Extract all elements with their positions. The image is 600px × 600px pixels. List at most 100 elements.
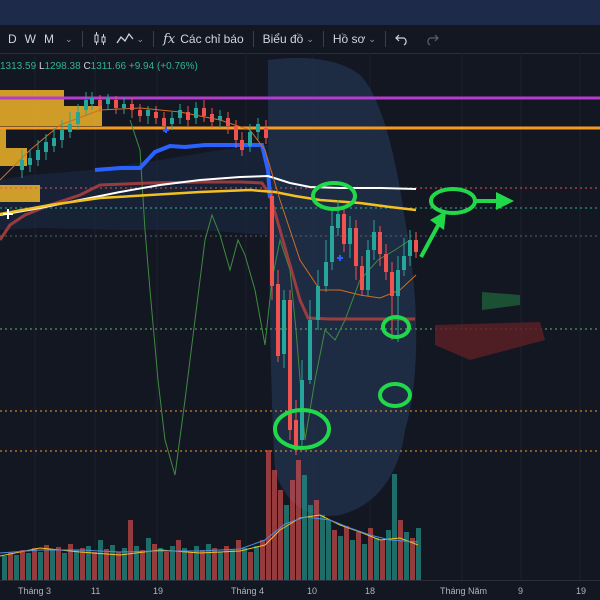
volume-bar (350, 540, 355, 580)
volume-bar (362, 544, 367, 580)
candle-body (68, 124, 72, 132)
volume-bar (158, 548, 163, 580)
price-candles (20, 92, 418, 455)
annotation-arrow-up-line (419, 219, 443, 258)
volume-bar (110, 545, 115, 580)
ohlc-open: 1313.59 (0, 61, 37, 72)
annotation-ellipse-bottom (273, 408, 331, 450)
volume-bar (134, 546, 139, 580)
volume-bar (344, 526, 349, 580)
candle-body (276, 284, 280, 356)
candle-body (390, 272, 394, 296)
candle-body (248, 132, 252, 146)
candle-body (366, 250, 370, 290)
volume-bar (200, 550, 205, 580)
candle-body (264, 128, 268, 138)
interval-week[interactable]: W (24, 32, 36, 46)
volume-bar (92, 552, 97, 580)
volume-bar (164, 552, 169, 580)
candle-body (288, 300, 292, 430)
volume-bar (260, 540, 265, 580)
volume-bar (218, 552, 223, 580)
volume-bar (38, 552, 43, 580)
volume-bar (380, 540, 385, 580)
candle-body (240, 140, 244, 150)
candle-body (218, 116, 222, 120)
candle-body (170, 118, 174, 124)
profile-menu-button[interactable]: Hồ sơ ⌄ (329, 25, 380, 53)
candle-body (154, 112, 158, 118)
volume-bar (224, 546, 229, 580)
line-compare-icon (116, 32, 134, 44)
candle-body (202, 108, 206, 116)
volume-bar (26, 553, 31, 580)
candle-body (60, 130, 64, 140)
interval-month[interactable]: M (44, 32, 54, 46)
volume-bar (104, 549, 109, 580)
volume-bar (272, 470, 277, 580)
time-axis[interactable]: Tháng 3 11 19 Tháng 4 10 18 Tháng Năm 9 … (0, 580, 600, 600)
ohlc-change: +9.94 (+0.76%) (128, 61, 198, 72)
annotation-ellipse-resistance (311, 181, 357, 211)
volume-bar (398, 520, 403, 580)
volume-bars (2, 450, 421, 580)
volume-bar (302, 475, 307, 580)
volume-bar (98, 540, 103, 580)
volume-bar (170, 546, 175, 580)
candle-body (210, 114, 214, 122)
volume-bar (152, 544, 157, 580)
function-icon: fx (163, 31, 176, 47)
candle-body (324, 262, 328, 286)
candle-body (28, 158, 32, 165)
analyst-arrowheads (430, 192, 514, 230)
volume-bar (44, 545, 49, 580)
volume-bar (278, 490, 283, 580)
time-axis-label: 18 (365, 586, 376, 596)
interval-day[interactable]: D (8, 32, 17, 46)
volume-bar (146, 538, 151, 580)
volume-bar (140, 550, 145, 580)
volume-bar (248, 552, 253, 580)
volume-bar (356, 532, 361, 580)
candle-body (270, 196, 274, 286)
time-axis-label: 10 (307, 586, 318, 596)
time-axis-label: Tháng 4 (231, 586, 265, 596)
ma-orange-thin (0, 107, 417, 299)
undo-button[interactable] (391, 25, 413, 53)
volume-bar (212, 548, 217, 580)
candle-body (342, 214, 346, 244)
volume-bar (374, 538, 379, 580)
profile-menu-label: Hồ sơ (332, 32, 366, 46)
indicators-label: Các chỉ báo (180, 32, 244, 46)
ma-blue (94, 143, 272, 199)
volume-bar (8, 552, 13, 580)
volume-bar (254, 546, 259, 580)
toolbar-divider (322, 31, 324, 47)
volume-bar (236, 540, 241, 580)
time-axis-label: Tháng 3 (18, 586, 52, 596)
compare-button[interactable]: ⌄ (112, 25, 149, 53)
volume-bar (68, 544, 73, 580)
volume-bar (242, 548, 247, 580)
signal-marker-blue (163, 127, 343, 261)
volume-bar (230, 550, 235, 580)
interval-dropdown[interactable]: ⌄ (58, 25, 77, 53)
toolbar-divider (252, 31, 254, 47)
time-axis-label: 11 (91, 586, 101, 596)
candle-body (408, 240, 412, 256)
candle-body (384, 254, 388, 272)
candle-body (178, 110, 182, 118)
arrow-right-head (496, 192, 514, 210)
candle-type-button[interactable] (88, 25, 112, 53)
price-chart[interactable] (0, 53, 600, 580)
toolbar-divider (81, 31, 83, 47)
volume-bar (368, 528, 373, 580)
chart-menu-label: Biểu đồ (262, 32, 304, 46)
chart-menu-button[interactable]: Biểu đồ ⌄ (259, 25, 318, 53)
candle-body (378, 232, 382, 254)
indicators-button[interactable]: fx Các chỉ báo (159, 25, 248, 53)
candle-body (402, 256, 406, 270)
toolbar-divider (384, 31, 386, 47)
redo-button[interactable] (421, 25, 443, 53)
